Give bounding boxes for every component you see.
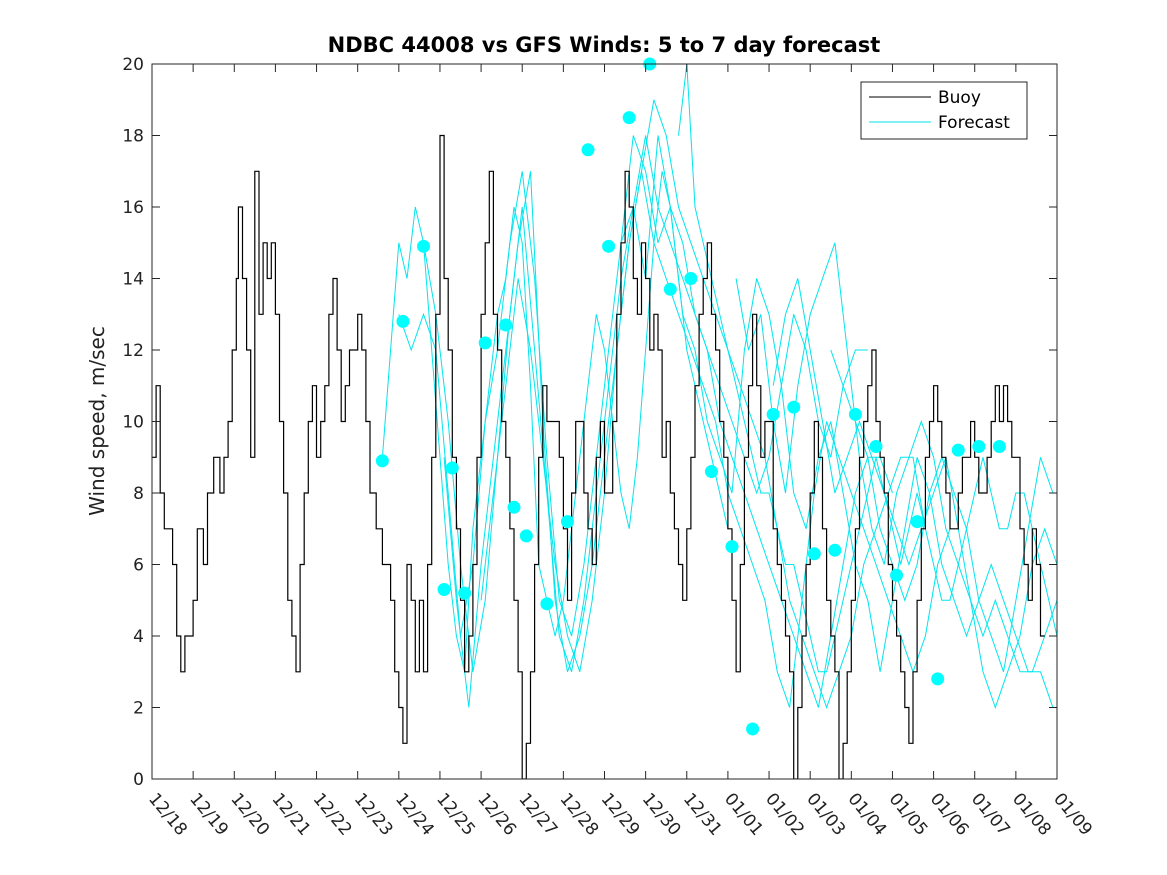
x-tick-label: 01/09 — [1049, 789, 1096, 839]
forecast-point — [622, 111, 636, 125]
y-tick-label: 2 — [133, 699, 144, 719]
forecast-point — [848, 407, 862, 421]
forecast-series-line — [772, 278, 1057, 710]
legend: Buoy Forecast — [860, 81, 1028, 140]
forecast-point — [375, 454, 389, 468]
forecast-point — [992, 440, 1006, 454]
y-tick-label: 12 — [122, 341, 144, 361]
forecast-series-line — [443, 99, 926, 710]
x-tick-label: 12/18 — [144, 789, 191, 839]
forecast-series-line — [620, 135, 1057, 708]
x-tick-label: 12/20 — [226, 789, 273, 839]
x-tick-label: 12/29 — [597, 789, 644, 839]
y-tick-label: 0 — [133, 770, 144, 790]
forecast-point — [684, 272, 698, 285]
forecast-point — [581, 143, 595, 157]
x-tick-label: 12/23 — [350, 789, 397, 839]
buoy-series-line — [152, 134, 1045, 779]
forecast-series-line — [735, 242, 1057, 673]
forecast-point — [869, 440, 883, 454]
forecast-point — [445, 461, 459, 475]
x-tick-label: 01/04 — [843, 789, 890, 839]
y-tick-label: 6 — [133, 556, 144, 576]
x-tick-label: 12/19 — [185, 789, 232, 839]
forecast-point — [890, 568, 904, 582]
forecast-point — [478, 336, 492, 350]
forecast-point — [560, 515, 574, 529]
x-tick-label: 01/08 — [1008, 789, 1055, 839]
x-tick-label: 01/05 — [885, 789, 932, 839]
y-tick-label: 10 — [122, 413, 144, 433]
forecast-point — [787, 400, 801, 414]
x-tick-label: 12/22 — [309, 789, 356, 839]
forecast-point — [602, 239, 616, 253]
chart-title: NDBC 44008 vs GFS Winds: 5 to 7 day fore… — [328, 33, 881, 57]
forecast-point — [663, 282, 677, 296]
forecast-point — [540, 597, 554, 611]
forecast-point — [951, 443, 965, 457]
x-tick-label: 12/27 — [514, 789, 561, 839]
forecast-point — [519, 529, 533, 543]
forecast-point — [746, 722, 760, 736]
forecast-point — [499, 318, 513, 332]
y-tick-label: 18 — [122, 127, 144, 147]
forecast-point — [396, 314, 410, 328]
legend-buoy-label: Buoy — [938, 88, 981, 108]
x-tick-label: 12/21 — [268, 789, 315, 839]
forecast-point — [766, 407, 780, 421]
legend-box — [860, 81, 1028, 140]
x-tick-label: 01/01 — [720, 789, 767, 839]
forecast-point — [437, 583, 451, 597]
x-tick-label: 12/31 — [679, 789, 726, 839]
x-tick-label: 12/26 — [473, 789, 520, 839]
x-tick-label: 01/03 — [802, 789, 849, 839]
forecast-point — [725, 540, 739, 554]
x-tick-label: 12/24 — [391, 789, 438, 839]
x-tick-label: 12/30 — [638, 789, 685, 839]
y-axis-label: Wind speed, m/sec — [85, 326, 109, 516]
y-tick-label: 14 — [122, 270, 144, 290]
x-tick-label: 12/25 — [432, 789, 479, 839]
y-tick-label: 16 — [122, 198, 144, 218]
forecast-point — [807, 547, 821, 561]
y-tick-label: 20 — [122, 55, 144, 75]
y-tick-label: 4 — [133, 627, 144, 647]
forecast-point — [931, 672, 945, 686]
forecast-point — [704, 465, 718, 479]
x-tick-label: 01/06 — [926, 789, 973, 839]
forecast-point — [507, 500, 521, 514]
x-tick-label: 12/28 — [556, 789, 603, 839]
forecast-series-line — [678, 64, 1057, 673]
forecast-point — [417, 239, 430, 253]
forecast-point — [972, 440, 986, 454]
legend-forecast-label: Forecast — [938, 113, 1010, 133]
forecast-point — [458, 586, 472, 600]
forecast-point — [910, 515, 924, 529]
forecast-series-line — [480, 171, 951, 708]
forecast-point — [828, 543, 842, 557]
x-tick-label: 01/07 — [967, 789, 1014, 839]
x-tick-label: 01/02 — [761, 789, 808, 839]
y-tick-label: 8 — [133, 484, 144, 504]
